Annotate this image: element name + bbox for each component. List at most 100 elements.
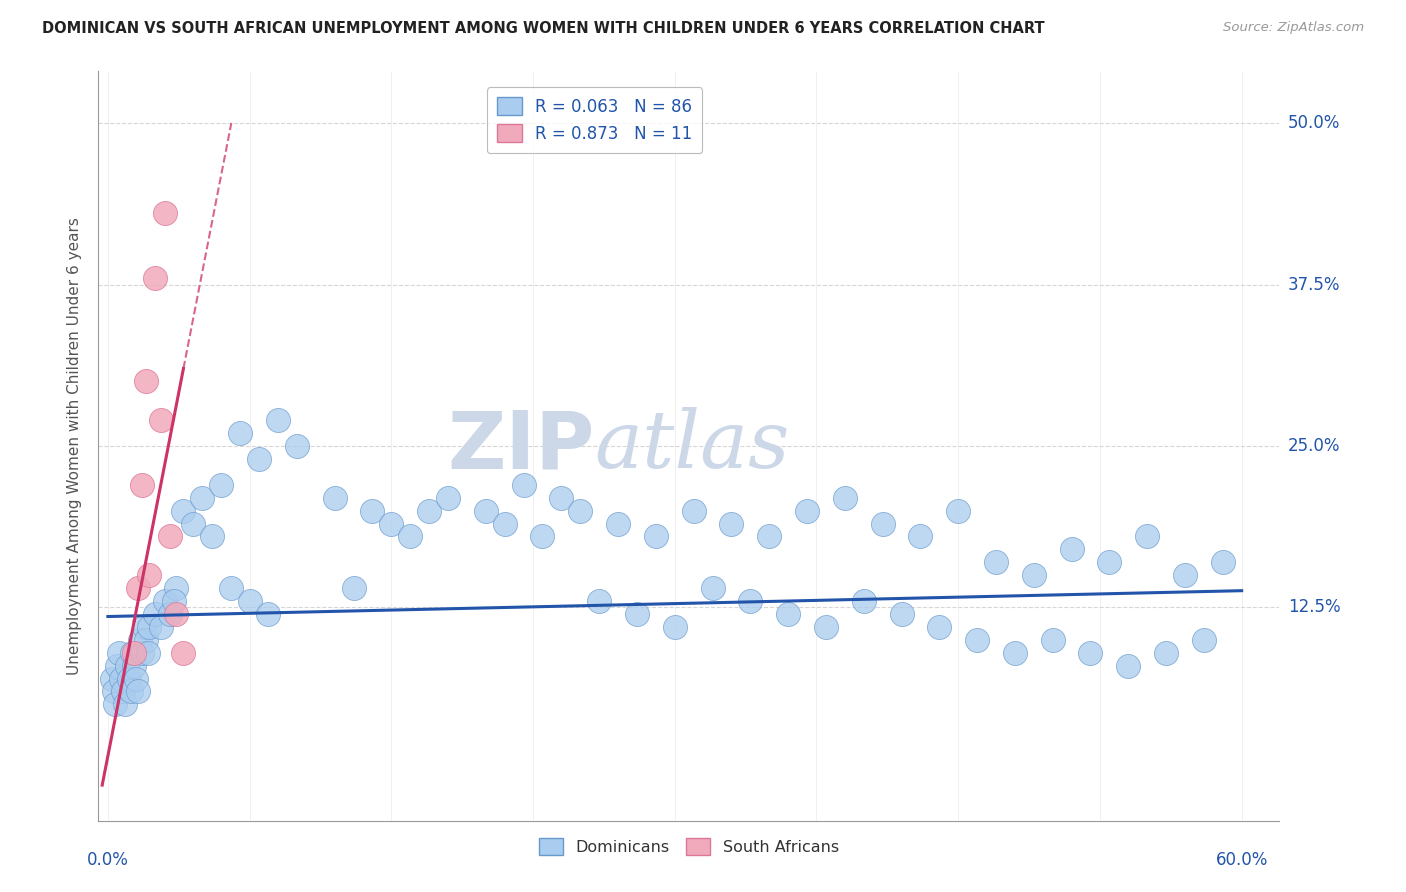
Point bbox=[796, 503, 818, 517]
Point bbox=[872, 516, 894, 531]
Point bbox=[361, 503, 384, 517]
Point bbox=[115, 658, 138, 673]
Point bbox=[702, 581, 724, 595]
Text: ZIP: ZIP bbox=[447, 407, 595, 485]
Point bbox=[740, 594, 762, 608]
Point bbox=[124, 646, 146, 660]
Point bbox=[124, 658, 146, 673]
Point bbox=[1098, 555, 1121, 569]
Point bbox=[120, 684, 142, 698]
Point bbox=[267, 413, 290, 427]
Point bbox=[105, 658, 128, 673]
Point bbox=[834, 491, 856, 505]
Text: Source: ZipAtlas.com: Source: ZipAtlas.com bbox=[1223, 21, 1364, 34]
Point bbox=[136, 646, 159, 660]
Point bbox=[512, 477, 534, 491]
Point bbox=[191, 491, 214, 505]
Point bbox=[758, 529, 780, 543]
Point bbox=[494, 516, 516, 531]
Point bbox=[159, 607, 181, 621]
Point bbox=[229, 426, 252, 441]
Point bbox=[1154, 646, 1177, 660]
Point bbox=[550, 491, 572, 505]
Text: 25.0%: 25.0% bbox=[1288, 437, 1340, 455]
Point bbox=[135, 375, 157, 389]
Point bbox=[127, 684, 149, 698]
Text: 12.5%: 12.5% bbox=[1288, 599, 1340, 616]
Text: atlas: atlas bbox=[595, 408, 790, 484]
Point bbox=[682, 503, 704, 517]
Point bbox=[1080, 646, 1102, 660]
Point bbox=[118, 672, 141, 686]
Point bbox=[664, 620, 686, 634]
Legend: Dominicans, South Africans: Dominicans, South Africans bbox=[533, 832, 845, 862]
Point bbox=[163, 594, 186, 608]
Text: DOMINICAN VS SOUTH AFRICAN UNEMPLOYMENT AMONG WOMEN WITH CHILDREN UNDER 6 YEARS : DOMINICAN VS SOUTH AFRICAN UNEMPLOYMENT … bbox=[42, 21, 1045, 36]
Point bbox=[153, 594, 176, 608]
Point bbox=[138, 620, 160, 634]
Point bbox=[181, 516, 204, 531]
Point bbox=[644, 529, 666, 543]
Point bbox=[814, 620, 837, 634]
Point bbox=[890, 607, 912, 621]
Point bbox=[966, 632, 988, 647]
Point bbox=[165, 581, 187, 595]
Point bbox=[129, 632, 152, 647]
Point bbox=[1042, 632, 1064, 647]
Point bbox=[153, 206, 176, 220]
Point bbox=[531, 529, 554, 543]
Point bbox=[165, 607, 187, 621]
Point bbox=[209, 477, 232, 491]
Point bbox=[149, 413, 172, 427]
Point bbox=[172, 503, 194, 517]
Point bbox=[131, 646, 153, 660]
Point bbox=[323, 491, 346, 505]
Point bbox=[399, 529, 422, 543]
Point bbox=[131, 477, 153, 491]
Point bbox=[1136, 529, 1159, 543]
Point bbox=[1174, 568, 1197, 582]
Point bbox=[125, 672, 148, 686]
Text: 60.0%: 60.0% bbox=[1215, 851, 1268, 869]
Point bbox=[342, 581, 364, 595]
Point bbox=[418, 503, 440, 517]
Point bbox=[239, 594, 262, 608]
Text: 0.0%: 0.0% bbox=[87, 851, 129, 869]
Point bbox=[138, 568, 160, 582]
Point bbox=[720, 516, 742, 531]
Point bbox=[135, 632, 157, 647]
Point bbox=[437, 491, 460, 505]
Point bbox=[104, 698, 127, 712]
Point bbox=[569, 503, 592, 517]
Point bbox=[114, 698, 136, 712]
Point bbox=[1004, 646, 1026, 660]
Y-axis label: Unemployment Among Women with Children Under 6 years: Unemployment Among Women with Children U… bbox=[67, 217, 83, 675]
Point bbox=[1192, 632, 1215, 647]
Point bbox=[127, 581, 149, 595]
Point bbox=[103, 684, 125, 698]
Point bbox=[108, 646, 131, 660]
Point bbox=[149, 620, 172, 634]
Point bbox=[143, 271, 166, 285]
Point bbox=[1022, 568, 1045, 582]
Point bbox=[1116, 658, 1139, 673]
Point bbox=[852, 594, 875, 608]
Point bbox=[100, 672, 122, 686]
Point bbox=[380, 516, 402, 531]
Point bbox=[257, 607, 280, 621]
Point bbox=[948, 503, 970, 517]
Point bbox=[1212, 555, 1234, 569]
Point bbox=[121, 646, 143, 660]
Point bbox=[132, 620, 155, 634]
Point bbox=[475, 503, 498, 517]
Point bbox=[984, 555, 1007, 569]
Point bbox=[607, 516, 630, 531]
Point bbox=[219, 581, 242, 595]
Point bbox=[172, 646, 194, 660]
Point bbox=[111, 684, 134, 698]
Point bbox=[928, 620, 950, 634]
Text: 37.5%: 37.5% bbox=[1288, 276, 1340, 293]
Point bbox=[201, 529, 224, 543]
Point bbox=[247, 451, 270, 466]
Point bbox=[626, 607, 648, 621]
